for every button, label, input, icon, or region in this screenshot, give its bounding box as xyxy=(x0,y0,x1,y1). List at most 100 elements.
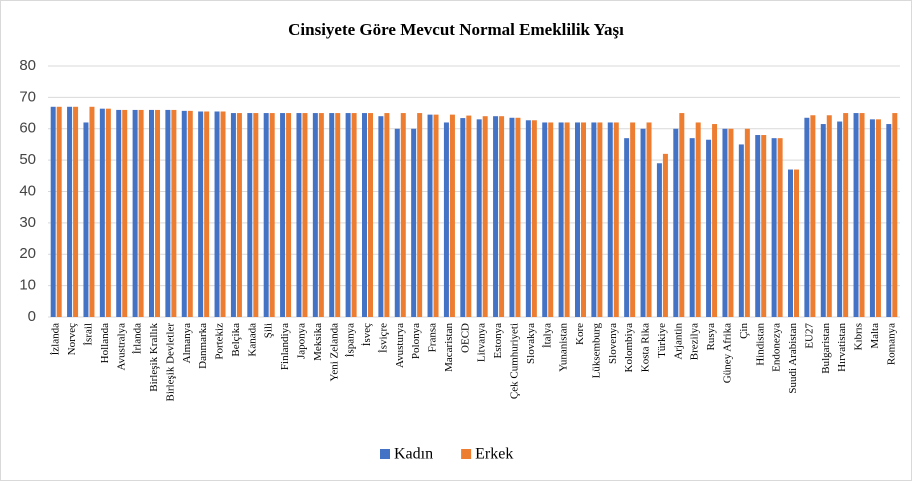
bar xyxy=(449,114,455,317)
bar xyxy=(640,128,646,317)
x-tick-label: İzlanda xyxy=(50,323,62,355)
x-tick-label: Slovenya xyxy=(607,323,619,364)
x-tick-label: Polonya xyxy=(410,323,422,359)
legend-label: Kadın xyxy=(394,446,433,463)
bar xyxy=(493,116,499,317)
bar xyxy=(269,113,275,317)
y-tick-label: 60 xyxy=(19,120,36,137)
bar xyxy=(613,122,619,317)
y-tick-label: 50 xyxy=(19,151,36,168)
x-tick-label: Bulgaristan xyxy=(820,323,832,374)
bar xyxy=(73,106,79,317)
y-tick-label: 0 xyxy=(28,308,36,325)
bar xyxy=(230,113,236,317)
x-tick-label: Slovakya xyxy=(525,323,537,364)
x-tick-label: İtalya xyxy=(541,323,553,348)
x-tick-label: Japonya xyxy=(295,323,307,359)
bar xyxy=(591,122,597,317)
bar xyxy=(771,138,777,317)
bar xyxy=(656,163,662,317)
bar xyxy=(646,122,652,317)
bar xyxy=(236,113,242,317)
x-tick-label: Meksika xyxy=(312,323,324,361)
y-tick-label: 80 xyxy=(19,57,36,74)
x-tick-label: İsrail xyxy=(82,323,94,346)
x-tick-label: Rusya xyxy=(705,323,717,351)
chart-title: Cinsiyete Göre Mevcut Normal Emeklilik Y… xyxy=(288,20,624,39)
bar xyxy=(630,122,636,317)
bar xyxy=(689,138,695,317)
bar xyxy=(384,113,390,317)
x-tick-label: Birleşik Devletler xyxy=(164,323,176,402)
bar xyxy=(171,109,177,317)
x-tick-label: Fransa xyxy=(427,323,439,352)
bar xyxy=(548,122,554,317)
x-tick-label: Macaristan xyxy=(443,323,455,372)
bar xyxy=(149,109,154,317)
bar xyxy=(662,153,668,317)
x-tick-label: Kıbrıs xyxy=(853,323,865,351)
bar xyxy=(368,113,373,317)
bar xyxy=(695,122,701,317)
bar xyxy=(788,169,793,317)
x-tick-label: Kolombiya xyxy=(623,323,635,373)
x-tick-label: Yeni Zelanda xyxy=(328,323,340,382)
x-tick-label: Almanya xyxy=(181,323,193,363)
bar xyxy=(531,120,537,317)
x-tick-label: OECD xyxy=(459,323,471,353)
x-tick-label: İsveç xyxy=(361,323,373,346)
y-tick-label: 70 xyxy=(19,88,36,105)
bar xyxy=(722,128,728,317)
bar xyxy=(837,121,843,317)
x-tick-label: Çek Cumhuriyeti xyxy=(508,323,520,399)
x-tick-label: Estonya xyxy=(492,323,504,359)
x-tick-label: Kanada xyxy=(246,323,258,357)
bar xyxy=(56,106,62,317)
y-tick-label: 30 xyxy=(19,214,36,231)
x-tick-label: Malta xyxy=(869,323,881,349)
x-tick-label: Avustralya xyxy=(115,323,127,371)
bar xyxy=(411,128,417,317)
bar xyxy=(755,135,761,317)
x-tick-label: Litvanya xyxy=(476,323,488,362)
x-tick-label: Arjantin xyxy=(672,323,684,360)
bar xyxy=(99,108,105,317)
bar xyxy=(220,111,226,318)
bar xyxy=(296,113,302,317)
bar xyxy=(558,122,564,317)
bar xyxy=(280,113,286,317)
bar xyxy=(263,113,269,317)
x-tick-label: Kore xyxy=(574,323,586,345)
bar xyxy=(777,138,783,317)
bar xyxy=(198,111,204,318)
bar xyxy=(362,113,367,317)
bar xyxy=(499,116,505,317)
x-tick-label: Çin xyxy=(738,323,750,339)
bar xyxy=(433,114,439,317)
bar xyxy=(138,109,144,317)
bar xyxy=(794,169,799,317)
x-tick-label: Romanya xyxy=(885,323,897,365)
x-tick-label: Norveç xyxy=(66,323,78,355)
bar xyxy=(607,122,613,317)
bar xyxy=(476,119,482,318)
bar xyxy=(132,109,138,317)
bar xyxy=(394,128,400,317)
bar xyxy=(89,106,95,317)
bar xyxy=(345,113,351,317)
x-tick-label: Yunanistan xyxy=(558,323,570,372)
x-tick-label: İrlanda xyxy=(132,323,144,354)
bar xyxy=(83,122,89,317)
bar xyxy=(50,106,56,317)
bar xyxy=(187,110,193,318)
x-tick-label: Kosta Rika xyxy=(640,323,652,372)
x-tick-label: Hindistan xyxy=(754,323,766,366)
legend-swatch xyxy=(461,449,472,459)
bar xyxy=(443,122,449,317)
legend-swatch xyxy=(380,449,390,459)
bar xyxy=(826,115,832,317)
bar xyxy=(116,109,122,317)
bar xyxy=(820,124,826,317)
bar xyxy=(460,118,466,318)
